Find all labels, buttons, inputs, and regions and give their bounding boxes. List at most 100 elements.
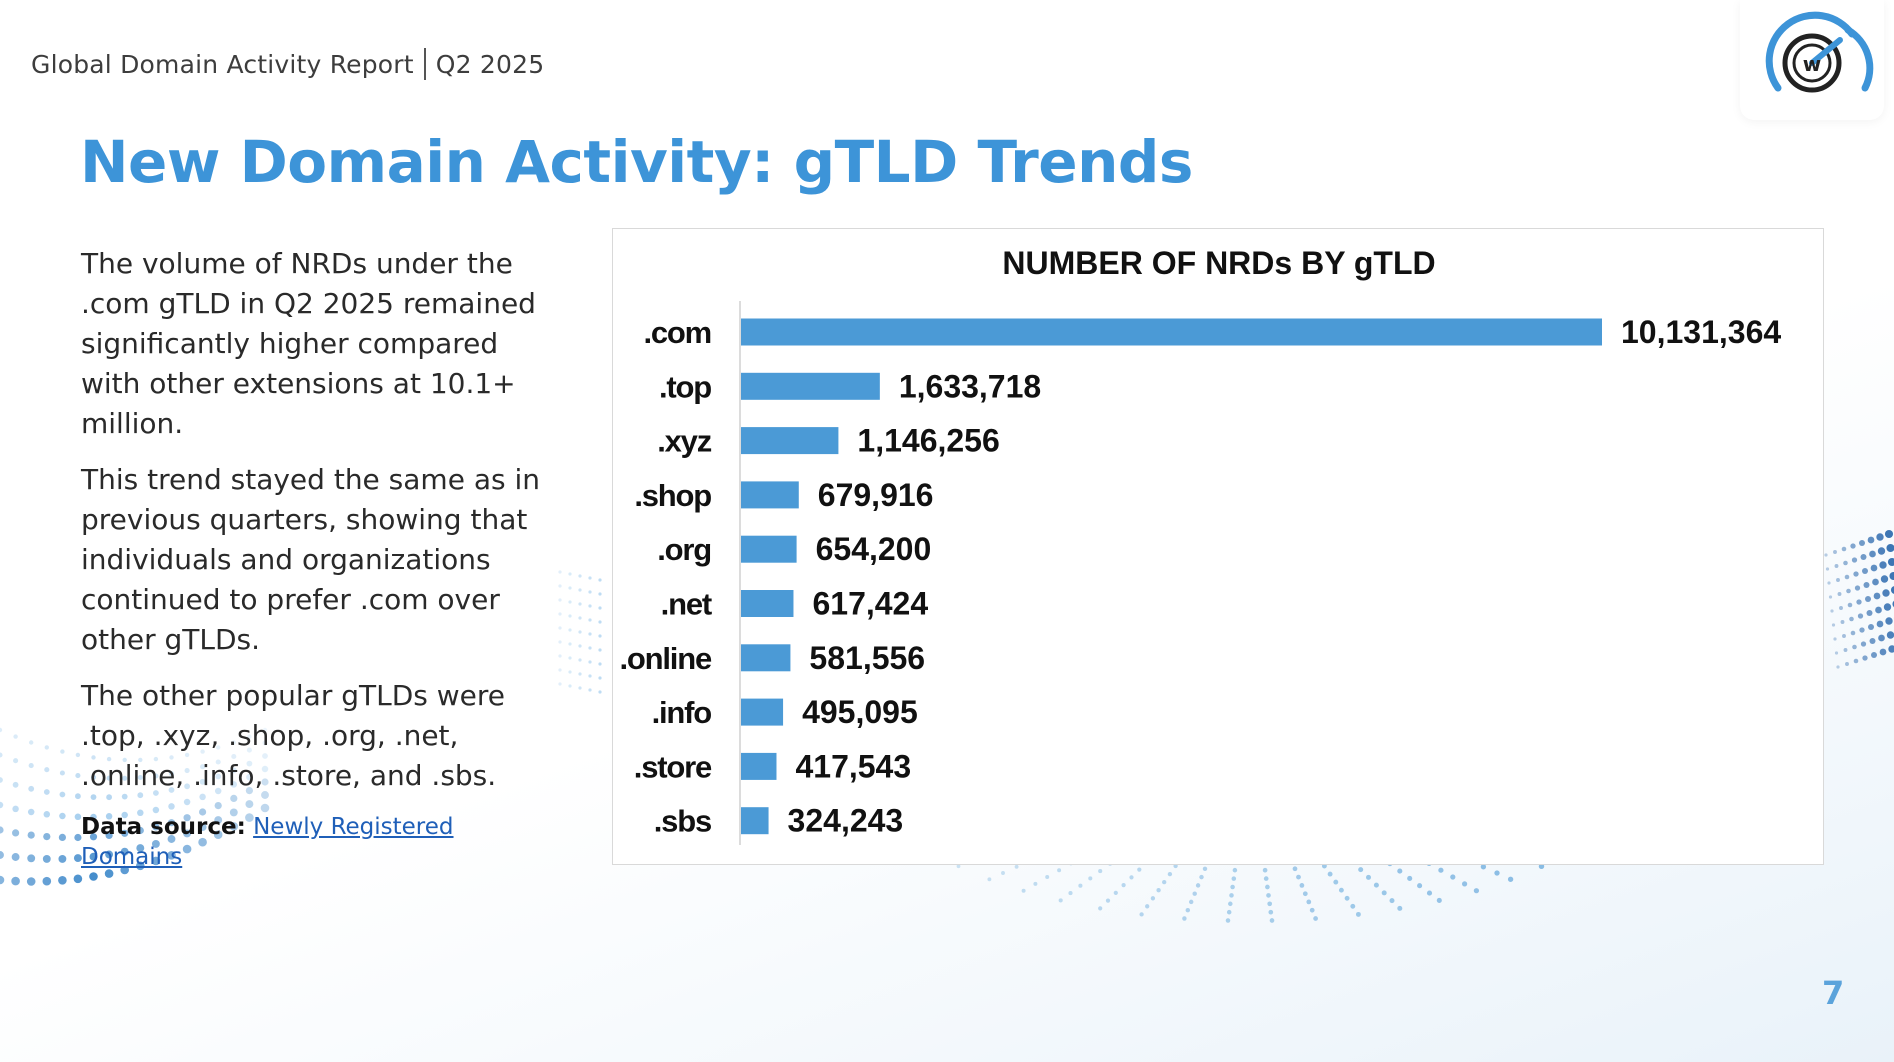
category-label: .top: [659, 369, 711, 404]
decor-dot: [90, 774, 97, 780]
decor-dot: [122, 757, 127, 763]
decor-dot: [214, 816, 223, 825]
decor-dot: [1145, 904, 1150, 909]
decor-dot: [1843, 560, 1848, 566]
data-source-link[interactable]: Newly Registered Domains: [81, 814, 454, 870]
decor-dot: [58, 854, 67, 863]
bar-org: [741, 535, 797, 563]
decor-dot: [89, 872, 98, 881]
decor-dot: [44, 767, 50, 773]
decor-dot: [167, 835, 176, 843]
decor-dot: [1890, 586, 1894, 594]
category-label: .xyz: [657, 424, 711, 459]
decor-dot: [90, 794, 97, 800]
decor-dot: [1230, 884, 1235, 890]
decor-dot: [598, 592, 602, 596]
decor-dot: [183, 814, 191, 822]
decor-dot: [568, 600, 572, 604]
decor-dot: [120, 865, 129, 875]
category-label: .sbs: [654, 804, 711, 839]
bar-store: [741, 752, 777, 780]
decor-dot: [184, 752, 190, 758]
decor-dot: [59, 770, 65, 776]
decor-dot: [568, 628, 572, 632]
decor-dot: [184, 768, 190, 774]
decor-dot: [138, 757, 143, 763]
decor-dot: [169, 755, 174, 760]
decor-dot: [558, 598, 562, 602]
logo-icon: w: [1765, 11, 1874, 93]
decor-dot: [152, 823, 160, 831]
decor-dot: [1265, 884, 1270, 890]
decor-dot: [1507, 876, 1514, 882]
decor-dot: [245, 800, 254, 809]
decor-dot: [1876, 533, 1884, 541]
decor-dot: [588, 660, 592, 664]
decor-dot: [1105, 898, 1111, 903]
bar-com: [741, 318, 1602, 346]
decor-dot: [598, 606, 602, 610]
decor-dot: [0, 777, 3, 783]
decor-dot: [1850, 630, 1856, 636]
decor-dot: [1162, 879, 1167, 885]
decor-dot: [91, 755, 96, 760]
decor-dot: [27, 831, 35, 839]
decor-dot: [230, 767, 237, 774]
decor-dot: [214, 802, 222, 810]
decor-dot: [0, 752, 3, 758]
decor-dot: [598, 648, 602, 652]
decor-dot: [1192, 891, 1197, 896]
decor-dot: [598, 634, 602, 638]
report-name: Global Domain Activity Report: [31, 50, 414, 79]
decor-dot: [588, 674, 592, 678]
decor-dot: [1473, 888, 1480, 894]
decor-dot: [1231, 876, 1237, 881]
decor-dot: [136, 826, 144, 835]
decor-dot: [152, 806, 160, 814]
decor-dot: [598, 620, 602, 624]
decor-dot: [1033, 881, 1038, 886]
decor-dot: [12, 781, 19, 788]
decor-dot: [106, 794, 112, 801]
decor-dot: [1389, 898, 1395, 904]
decor-dot: [151, 839, 160, 848]
decor-dot: [0, 875, 5, 885]
decor-dot: [1886, 543, 1894, 553]
decor-dot: [1426, 890, 1433, 896]
bar-chart: .com 10,131,364 .top 1,633,718 .xyz 1,146,256…: [620, 301, 1781, 845]
decor-dot: [1333, 879, 1339, 885]
decor-dot: [1263, 876, 1269, 881]
decor-dot: [214, 787, 222, 795]
decor-dot: [0, 851, 4, 859]
decor-dot: [151, 856, 161, 866]
decor-dot: [1182, 916, 1187, 921]
decor-dot: [1875, 606, 1882, 614]
decor-dot: [43, 789, 50, 795]
decor-dot: [987, 877, 992, 882]
decor-dot: [58, 876, 67, 885]
decor-dot: [1167, 871, 1173, 877]
decor-dot: [1845, 662, 1849, 666]
bar-net: [741, 590, 794, 617]
decor-dot: [1306, 899, 1312, 905]
decor-dot: [588, 688, 592, 692]
decor-dot: [1862, 568, 1868, 574]
decor-dot: [1862, 655, 1868, 661]
decor-dot: [122, 775, 128, 781]
decor-dot: [1156, 888, 1161, 893]
decor-dot: [12, 829, 20, 837]
decor-dot: [198, 837, 207, 847]
decor-dot: [1851, 557, 1858, 563]
decor-dot: [578, 686, 582, 690]
decor-dot: [1480, 864, 1487, 870]
decor-dot: [578, 588, 582, 592]
decor-dot: [167, 851, 176, 860]
decor-dot: [1226, 909, 1232, 915]
decor-dot: [578, 602, 582, 606]
value-label: 417,543: [795, 748, 911, 784]
decor-dot: [568, 572, 572, 576]
decor-dot: [1885, 617, 1893, 625]
decor-dot: [1313, 916, 1318, 921]
decor-dot: [199, 808, 207, 816]
decor-dot: [598, 578, 602, 582]
